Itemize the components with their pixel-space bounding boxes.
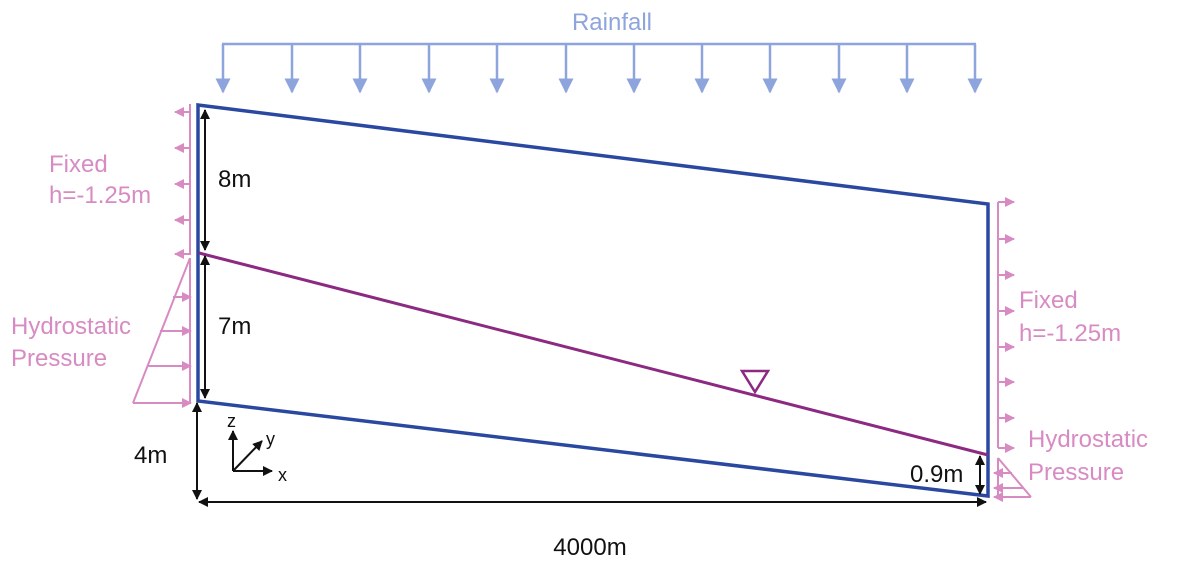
axes-icon	[228, 430, 273, 476]
left-pressure-label: Pressure	[11, 345, 107, 372]
water-table-triangle-icon	[739, 369, 771, 395]
axis-z-label: z	[227, 411, 236, 431]
dim-7m-label: 7m	[218, 313, 251, 340]
dim-4m-label: 4m	[134, 442, 167, 469]
dimension-lines	[192, 109, 987, 507]
rainfall-label: Rainfall	[572, 9, 652, 36]
right-fixed-label: Fixed	[1019, 287, 1078, 314]
domain-outline	[196, 103, 990, 498]
water-table-line	[198, 251, 989, 457]
left-hydrostatic-pressure	[132, 257, 192, 408]
axis-x-label: x	[278, 465, 287, 485]
left-fixed-label: Fixed	[49, 151, 108, 178]
left-fixed-head-label: h=-1.25m	[49, 182, 151, 209]
right-fixed-head-label: h=-1.25m	[1019, 320, 1121, 347]
right-hydrostatic-pressure	[993, 457, 1032, 502]
dim-0-9m-label: 0.9m	[910, 461, 963, 488]
right-hydrostatic-label: Hydrostatic	[1028, 426, 1148, 453]
right-fixed-head-boundary	[997, 197, 1015, 453]
rainfall-arrows	[215, 42, 983, 94]
right-pressure-label: Pressure	[1028, 459, 1124, 486]
dim-4000m-label: 4000m	[553, 534, 626, 561]
axis-y-label: y	[266, 429, 275, 449]
left-fixed-head-boundary	[174, 104, 191, 259]
left-hydrostatic-label: Hydrostatic	[11, 313, 131, 340]
dim-8m-label: 8m	[218, 166, 251, 193]
